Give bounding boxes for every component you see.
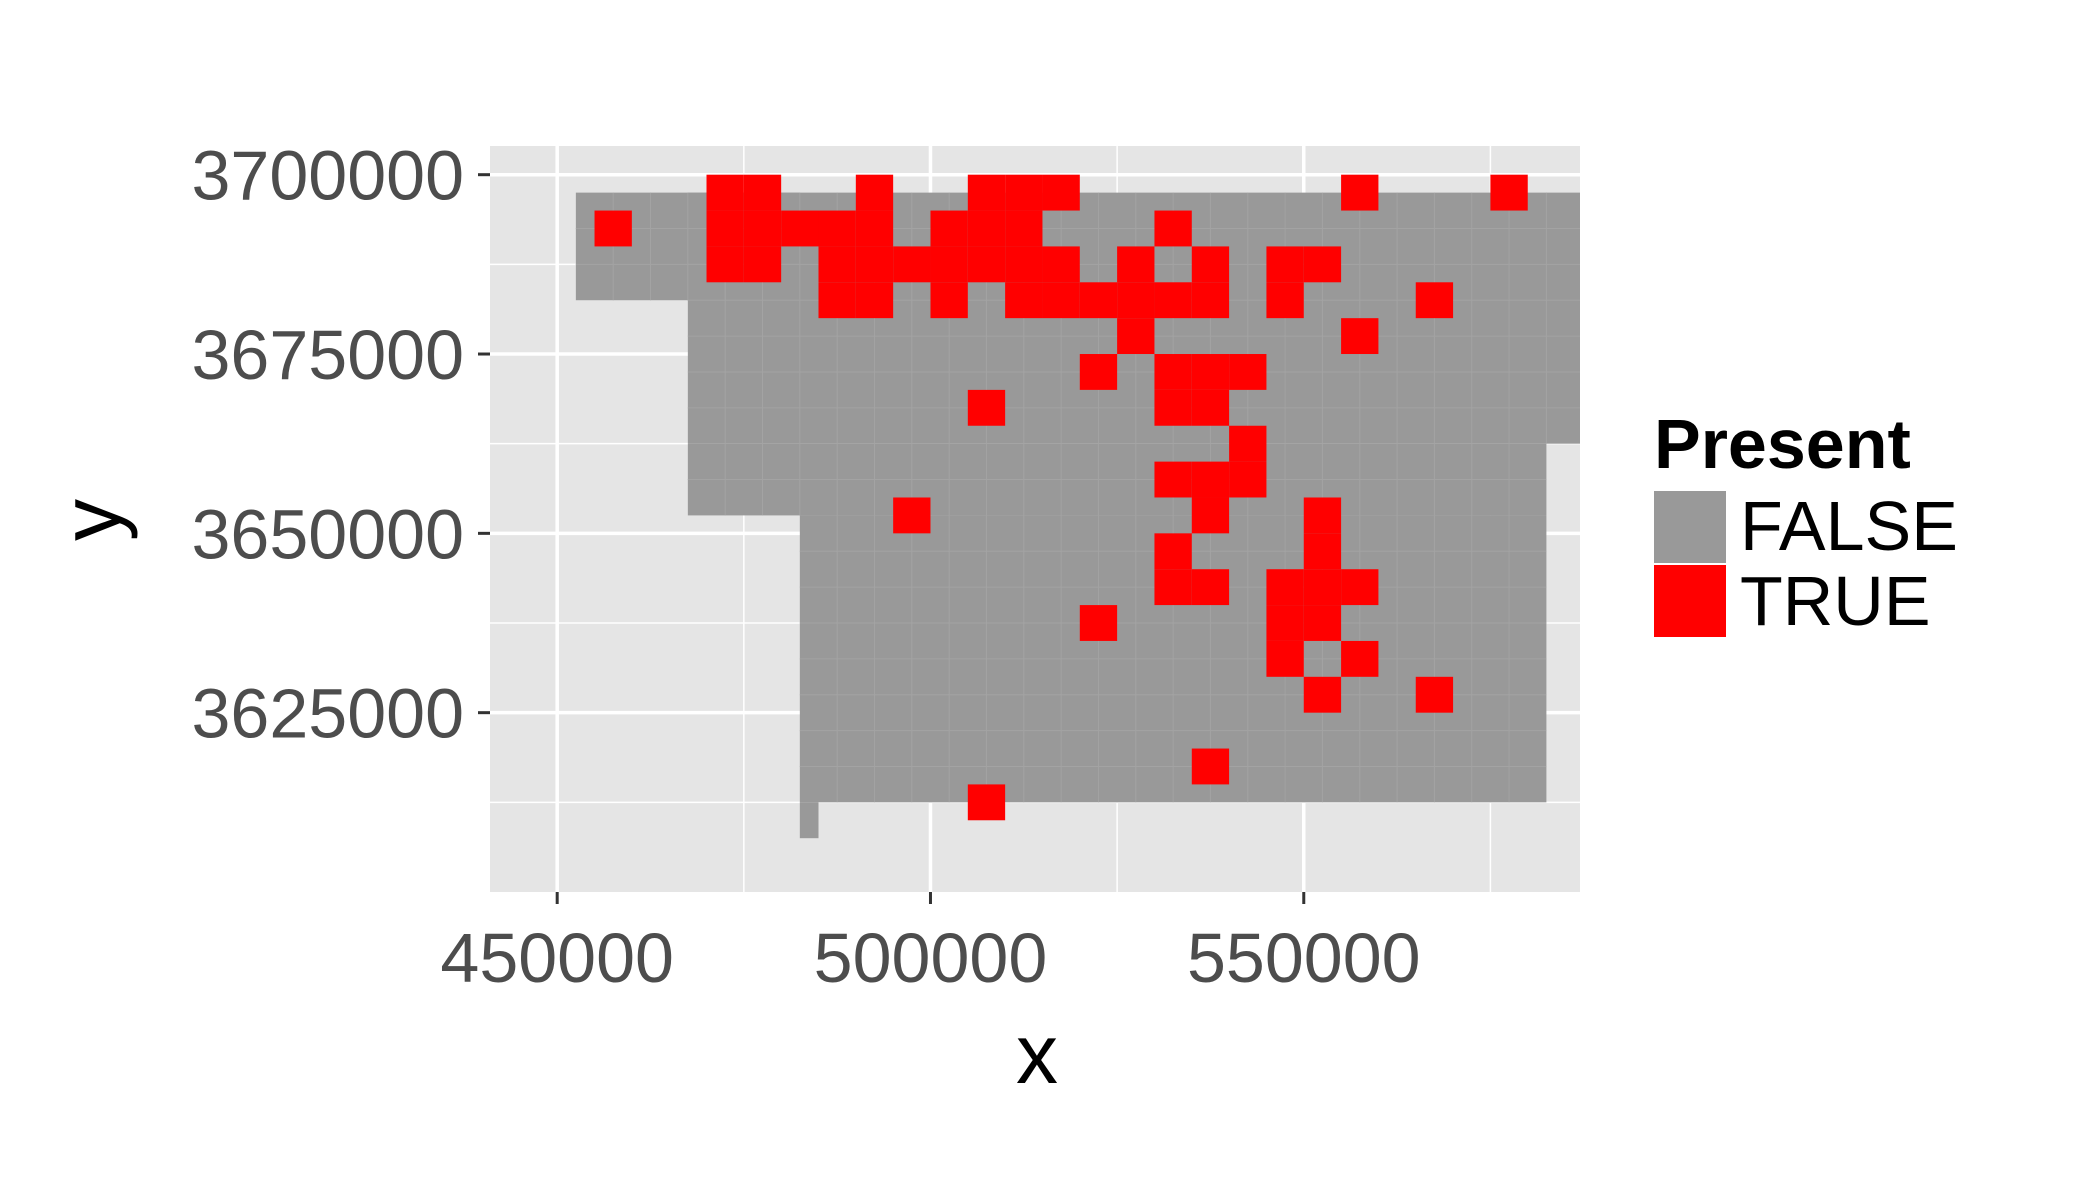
present-cell [1117,282,1155,319]
present-cell [818,210,856,247]
x-axis-title: x [1016,1007,1058,1101]
present-cell [1415,676,1454,713]
present-cell [1191,282,1230,319]
present-cell [781,210,819,247]
present-cell [1266,569,1304,606]
present-cell [1266,605,1304,641]
present-cell [1191,748,1230,785]
present-cell [1154,461,1192,498]
present-cell [706,210,744,247]
present-cell [967,210,1006,247]
present-cell [967,784,1006,821]
present-cell [1191,461,1230,498]
present-cell [1303,497,1342,534]
present-cell [1042,282,1080,319]
present-cell [1042,174,1080,211]
present-cell [743,174,782,211]
present-cell [1154,354,1192,390]
present-cells [594,174,1528,821]
present-cell [855,246,894,283]
present-cell [1154,533,1192,570]
present-cell [1005,282,1043,319]
present-cell [1154,282,1192,319]
present-cell [1303,676,1342,713]
legend-swatch-true [1654,565,1726,637]
x-tick-label: 550000 [1187,919,1421,997]
present-cell [1005,210,1043,247]
present-cell [1303,569,1342,606]
present-cell [743,210,782,247]
present-cell [706,246,744,283]
present-cell [594,210,632,247]
present-cell [967,389,1006,426]
present-cell [1154,569,1192,606]
present-cell [855,210,894,247]
y-tick-label: 3700000 [191,137,464,215]
present-cell [1117,246,1155,283]
present-cell [1415,282,1454,319]
present-cell [1005,246,1043,283]
present-cell [818,282,856,319]
present-cell [743,246,782,283]
present-cell [967,174,1006,211]
present-cell [930,246,968,283]
y-tick-label: 3650000 [191,495,464,573]
legend-label-true: TRUE [1740,562,1931,640]
present-cell [1341,318,1379,355]
present-cell [1079,354,1118,390]
present-cell [1154,210,1192,247]
legend-label-false: FALSE [1740,487,1958,565]
present-cell [1005,174,1043,211]
axes: 450000 500000 550000 3625000 3650000 3675000 3… [191,137,1420,997]
present-cell [1490,174,1528,211]
present-cell [855,174,894,211]
y-tick-label: 3625000 [191,675,464,753]
present-cell [1154,389,1192,426]
absent-cell-block [799,802,819,839]
legend: Present FALSE TRUE [1654,405,1958,640]
present-cell [1266,282,1304,319]
legend-swatch-false [1654,491,1726,563]
present-cell [1229,354,1267,390]
present-cell [1229,461,1267,498]
present-cell [1229,425,1267,462]
present-cell [893,246,931,283]
x-tick-label: 450000 [440,919,674,997]
present-cell [706,174,744,211]
present-cell [967,246,1006,283]
present-cell [930,282,968,319]
present-cell [1341,640,1379,677]
present-cell [930,210,968,247]
y-tick-label: 3675000 [191,316,464,394]
present-cell [1191,246,1230,283]
present-cell [1042,246,1080,283]
present-cell [1341,174,1379,211]
present-cell [1303,533,1342,570]
x-tick-label: 500000 [814,919,1048,997]
present-cell [1079,282,1118,319]
present-cell [1341,569,1379,606]
present-cell [818,246,856,283]
present-cell [1191,569,1230,606]
present-cell [1266,640,1304,677]
present-cell [1079,605,1118,641]
present-cell [855,282,894,319]
present-cell [1191,354,1230,390]
present-cell [1191,389,1230,426]
present-cell [893,497,931,534]
present-cell [1303,605,1342,641]
present-cell [1191,497,1230,534]
legend-title: Present [1654,405,1911,483]
present-cell [1117,318,1155,355]
y-axis-title: y [44,499,138,541]
present-cell [1303,246,1342,283]
present-cell [1266,246,1304,283]
